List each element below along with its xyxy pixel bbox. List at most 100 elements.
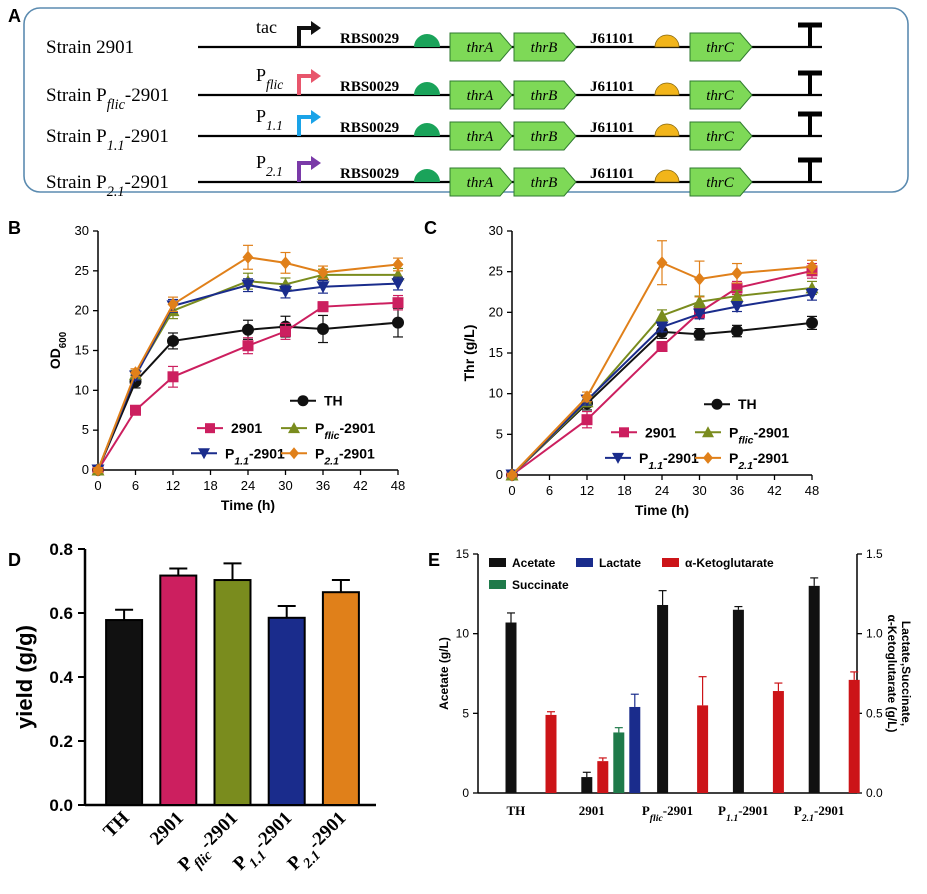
construct-row: Strain P1.1-2901 P1.1 RBS0029 thrA thrB thrC J… bbox=[46, 106, 822, 154]
data-point bbox=[655, 309, 669, 322]
gene-arrow-icon bbox=[513, 32, 577, 62]
legend-label: P1.1-2901 bbox=[225, 445, 285, 467]
legend-label: 2901 bbox=[231, 420, 262, 436]
data-point bbox=[730, 289, 744, 302]
gene-label: thrB bbox=[531, 88, 558, 104]
x-tick-label: 36 bbox=[730, 483, 744, 498]
x-category-label: TH bbox=[507, 803, 526, 818]
gene-arrow-icon bbox=[449, 80, 513, 110]
gene-arrow-icon bbox=[513, 121, 577, 151]
y-tick-label-left: 0 bbox=[462, 786, 469, 800]
bar-succinate bbox=[613, 732, 625, 793]
x-tick-label: 18 bbox=[617, 483, 631, 498]
legend-label: TH bbox=[324, 393, 343, 409]
x-tick-label: 0 bbox=[508, 483, 515, 498]
data-point bbox=[730, 301, 744, 314]
y-axis-title: OD600 bbox=[47, 331, 69, 369]
promoter-arrow-icon bbox=[297, 115, 313, 136]
data-point bbox=[731, 282, 743, 294]
y-tick-label-right: 0.5 bbox=[866, 706, 883, 720]
rbs2-icon bbox=[654, 123, 680, 137]
x-tick-label: 36 bbox=[316, 478, 330, 493]
rbs-icon bbox=[414, 34, 440, 47]
promoter-label: tac bbox=[256, 17, 277, 37]
x-tick-label: 18 bbox=[203, 478, 217, 493]
gene-arrow-icon bbox=[689, 32, 753, 62]
legend-label: Acetate bbox=[512, 556, 556, 570]
y-tick-label: 5 bbox=[82, 422, 89, 437]
bar-akg bbox=[848, 679, 860, 793]
bar-acetate bbox=[657, 604, 669, 793]
bar-acetate bbox=[581, 777, 593, 793]
y-axis-title-left: Acetate (g/L) bbox=[437, 637, 451, 710]
panel-c-thr-chart: C 0 5 10 15 20 25 30 0 6 12 18 24 30 36 42 48 Time (h) Thr… bbox=[424, 218, 819, 518]
data-point bbox=[694, 272, 705, 286]
y-axis-title: yield (g/g) bbox=[12, 625, 37, 729]
panel-b-od600-chart: B 0 5 10 15 20 25 30 0 6 12 18 24 30 36 42 48 Time (h) OD6… bbox=[8, 218, 405, 513]
legend-item: P1.1-2901 bbox=[605, 450, 699, 472]
y-tick-label: 0 bbox=[496, 467, 503, 482]
series-line bbox=[511, 293, 813, 476]
x-category-label: 2901 bbox=[579, 803, 605, 818]
legend-item: Succinate bbox=[489, 578, 569, 592]
gene-label: thrA bbox=[467, 129, 495, 145]
y-tick-label: 0.8 bbox=[49, 540, 73, 559]
x-tick-label: 42 bbox=[353, 478, 367, 493]
rbs2-label: J61101 bbox=[590, 31, 634, 47]
data-point bbox=[317, 322, 329, 335]
data-point bbox=[731, 266, 743, 280]
gene-arrow-icon bbox=[689, 80, 753, 110]
panel-a-gene-constructs: A Strain 2901 tac RBS0029 thrA thrB thrC J61101… bbox=[8, 6, 909, 200]
gene-label: thrB bbox=[531, 175, 558, 191]
legend-label: Succinate bbox=[512, 578, 569, 592]
y-tick-label: 25 bbox=[75, 263, 89, 278]
x-axis-title: Time (h) bbox=[635, 502, 689, 518]
x-tick-label: 24 bbox=[655, 483, 669, 498]
x-tick-label: 30 bbox=[278, 478, 292, 493]
gene-label: thrC bbox=[706, 175, 735, 191]
y-tick-label: 20 bbox=[75, 303, 89, 318]
x-tick-label: 48 bbox=[391, 478, 405, 493]
data-point bbox=[242, 323, 254, 336]
x-category-label: 2901 bbox=[146, 808, 188, 850]
data-point bbox=[241, 279, 255, 292]
gene-label: thrB bbox=[531, 40, 558, 56]
y-tick-label: 15 bbox=[489, 345, 503, 360]
promoter-arrow-icon bbox=[297, 74, 313, 95]
legend-item: 2901 bbox=[611, 424, 676, 440]
rbs-icon bbox=[414, 123, 440, 136]
data-point bbox=[693, 295, 706, 308]
bar-acetate bbox=[808, 585, 820, 793]
legend-item: α-Ketoglutarate bbox=[662, 556, 774, 570]
y-axis-title-right-1: Lactate,Succinate, bbox=[899, 621, 913, 726]
y-tick-label-right: 0.0 bbox=[866, 786, 883, 800]
gene-label: thrC bbox=[706, 40, 735, 56]
y-axis-title: Thr (g/L) bbox=[461, 325, 477, 382]
x-category-label: Pflic-2901 bbox=[642, 803, 693, 824]
data-point bbox=[242, 340, 254, 352]
x-tick-label: 24 bbox=[241, 478, 255, 493]
data-point bbox=[619, 427, 629, 438]
legend-label: Pflic-2901 bbox=[729, 424, 790, 446]
rbs2-label: J61101 bbox=[590, 120, 634, 136]
y-tick-label: 0.0 bbox=[49, 796, 73, 815]
gene-arrow-icon bbox=[513, 167, 577, 197]
legend-swatch bbox=[662, 558, 679, 567]
gene-label: thrA bbox=[467, 175, 495, 191]
strain-name: Strain 2901 bbox=[46, 37, 134, 58]
data-point bbox=[280, 325, 291, 337]
data-point bbox=[167, 334, 179, 347]
gene-arrow-icon bbox=[449, 121, 513, 151]
bar bbox=[105, 619, 144, 806]
data-point bbox=[711, 398, 723, 410]
legend-label: α-Ketoglutarate bbox=[685, 556, 774, 570]
panel-label: B bbox=[8, 218, 21, 238]
rbs2-icon bbox=[654, 169, 680, 183]
legend-label: P1.1-2901 bbox=[639, 450, 699, 472]
y-tick-label: 5 bbox=[496, 426, 503, 441]
y-tick-label: 25 bbox=[489, 264, 503, 279]
data-point bbox=[612, 452, 624, 464]
bar bbox=[159, 574, 198, 806]
y-tick-label: 30 bbox=[489, 223, 503, 238]
panel-label: D bbox=[8, 550, 21, 570]
